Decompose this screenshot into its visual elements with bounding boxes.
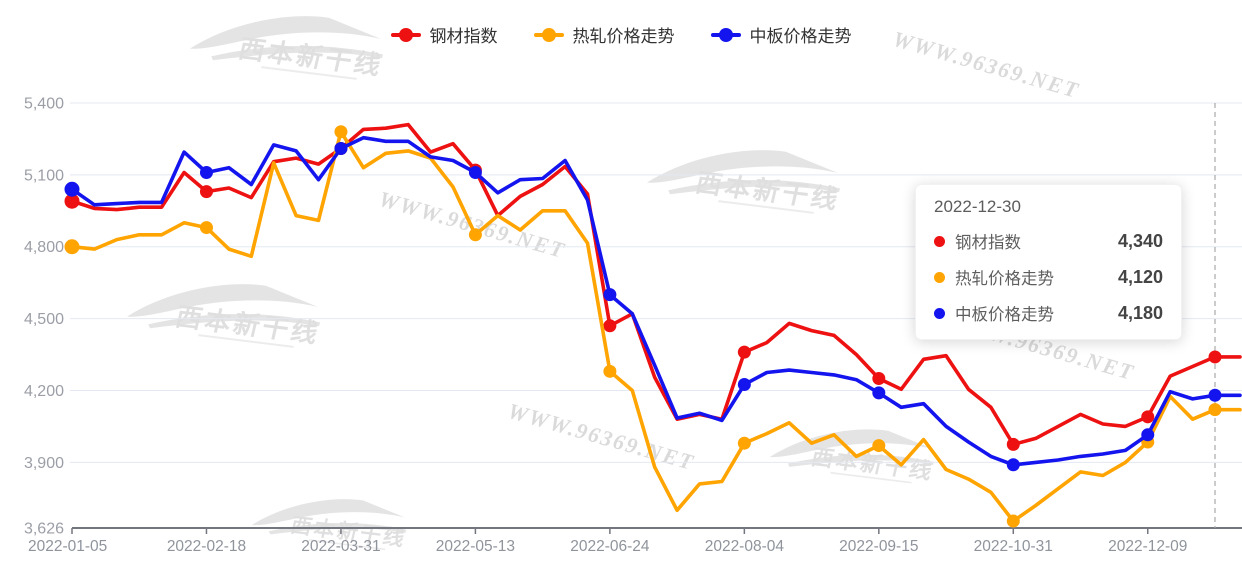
legend-dot-marker xyxy=(541,27,556,42)
y-axis-label: 3,900 xyxy=(24,455,64,472)
y-axis-label: 4,800 xyxy=(24,239,64,256)
data-point[interactable] xyxy=(737,436,751,450)
data-point[interactable] xyxy=(64,181,80,197)
legend-item-steel-index[interactable]: 钢材指数 xyxy=(390,22,498,47)
series-dot-icon xyxy=(934,307,945,319)
tooltip: 2022-12-30 钢材指数 4,340 热轧价格走势 4,120 中板价格走… xyxy=(915,184,1182,340)
tooltip-date: 2022-12-30 xyxy=(934,197,1021,216)
data-point[interactable] xyxy=(1006,437,1020,451)
x-axis-label: 2022-06-24 xyxy=(570,538,650,555)
legend-item-hot-rolled[interactable]: 热轧价格走势 xyxy=(533,22,675,47)
tooltip-series-value: 4,120 xyxy=(1117,266,1163,287)
data-point[interactable] xyxy=(468,165,482,179)
legend-line-marker xyxy=(710,27,741,42)
legend-dot-marker xyxy=(718,27,733,42)
data-point[interactable] xyxy=(1208,350,1222,364)
data-point[interactable] xyxy=(468,228,482,242)
x-axis-label: 2022-10-31 xyxy=(974,538,1053,555)
data-point[interactable] xyxy=(64,193,80,209)
series-line-2[interactable] xyxy=(70,135,1242,467)
legend-line-marker xyxy=(533,27,564,42)
data-point[interactable] xyxy=(603,319,617,333)
x-axis-label: 2022-05-13 xyxy=(436,538,515,555)
legend-label: 中板价格走势 xyxy=(749,27,852,46)
y-axis-label: 4,500 xyxy=(24,311,64,328)
data-point[interactable] xyxy=(1006,458,1020,472)
data-point[interactable] xyxy=(1141,410,1155,424)
x-axis-label: 2022-12-09 xyxy=(1108,538,1187,555)
tooltip-series-label: 热轧价格走势 xyxy=(955,270,1054,288)
data-point[interactable] xyxy=(872,386,886,400)
data-point[interactable] xyxy=(872,372,886,386)
data-point[interactable] xyxy=(199,185,213,199)
tooltip-row: 中板价格走势 4,180 xyxy=(934,301,1163,325)
data-point[interactable] xyxy=(737,345,751,359)
y-axis-label: 4,200 xyxy=(24,383,64,400)
data-point[interactable] xyxy=(1141,428,1155,442)
data-point[interactable] xyxy=(1006,514,1020,528)
series-line-1[interactable] xyxy=(70,129,1242,523)
data-point[interactable] xyxy=(603,364,617,378)
data-point[interactable] xyxy=(199,165,213,179)
legend: 钢材指数 热轧价格走势 中板价格走势 xyxy=(0,22,1242,47)
legend-line-marker xyxy=(390,27,421,42)
legend-item-medium-plate[interactable]: 中板价格走势 xyxy=(710,22,852,47)
data-point[interactable] xyxy=(737,377,751,391)
legend-label: 热轧价格走势 xyxy=(572,27,675,46)
data-point[interactable] xyxy=(1208,403,1222,417)
x-axis-label: 2022-08-04 xyxy=(705,538,785,555)
legend-label: 钢材指数 xyxy=(429,27,498,46)
legend-dot-marker xyxy=(398,27,413,42)
data-point[interactable] xyxy=(334,142,348,156)
tooltip-row: 热轧价格走势 4,120 xyxy=(934,265,1163,289)
tooltip-row: 钢材指数 4,340 xyxy=(934,229,1163,253)
y-axis-label: 3,626 xyxy=(24,521,64,538)
data-point[interactable] xyxy=(64,239,80,255)
series-dot-icon xyxy=(934,271,945,283)
y-axis-label: 5,400 xyxy=(24,96,64,113)
data-point[interactable] xyxy=(872,439,886,453)
data-point[interactable] xyxy=(199,221,213,235)
x-axis-label: 2022-09-15 xyxy=(839,538,918,555)
tooltip-series-label: 钢材指数 xyxy=(955,234,1021,252)
x-axis-label: 2022-02-18 xyxy=(167,538,246,555)
x-axis-label: 2022-01-05 xyxy=(28,538,107,555)
x-axis-label: 2022-03-31 xyxy=(301,538,380,555)
tooltip-series-label: 中板价格走势 xyxy=(955,306,1054,324)
data-point[interactable] xyxy=(603,288,617,302)
data-point[interactable] xyxy=(334,125,348,139)
tooltip-series-value: 4,180 xyxy=(1117,302,1163,323)
y-axis-label: 5,100 xyxy=(24,167,64,184)
data-point[interactable] xyxy=(1208,388,1222,402)
tooltip-series-value: 4,340 xyxy=(1117,230,1163,251)
series-dot-icon xyxy=(934,235,945,247)
series-line-0[interactable] xyxy=(70,122,1242,447)
